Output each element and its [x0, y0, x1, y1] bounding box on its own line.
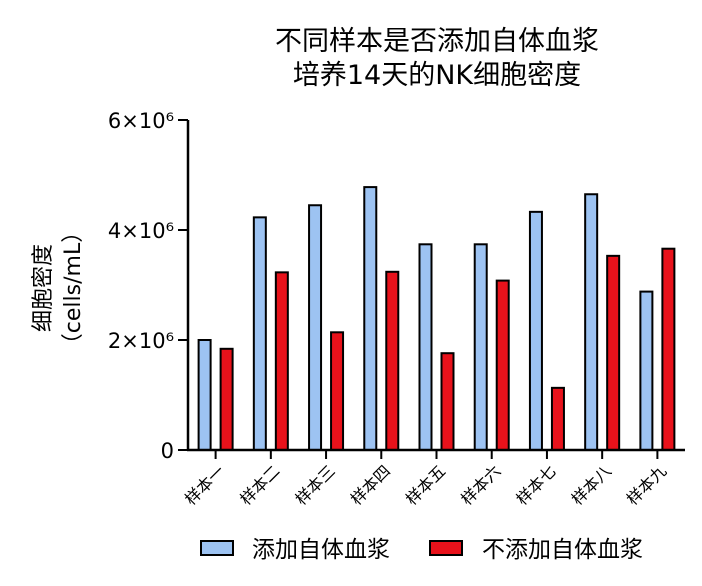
legend-swatch: [200, 540, 234, 556]
bar-with-plasma: [639, 290, 654, 451]
bar-without-plasma: [606, 254, 621, 451]
plot-area: 样本一 样本二 样本三 样本四 样本五 样本六 样本七 样本八 样本九 0 2×10⁶ 4×10⁶ 6×…: [108, 109, 685, 509]
y-tick-label: 2×10⁶: [108, 329, 174, 353]
bar-without-plasma: [440, 352, 455, 452]
bar-with-plasma: [197, 339, 212, 451]
bar-without-plasma: [274, 271, 289, 451]
x-tick-label: 样本五: [402, 461, 449, 508]
bar-with-plasma: [528, 210, 543, 451]
bar-with-plasma: [418, 243, 433, 451]
bar-without-plasma: [550, 386, 565, 452]
bar-without-plasma: [385, 270, 400, 451]
y-tick-label: 4×10⁶: [108, 219, 174, 243]
y-axis-label-line-2: （cells/mL）: [61, 221, 86, 355]
bar-without-plasma: [219, 347, 234, 451]
y-axis-label-line-1: 细胞密度: [31, 244, 56, 332]
legend: 添加自体血浆 不添加自体血浆: [200, 537, 643, 563]
x-tick-label: 样本四: [347, 461, 394, 508]
x-tick-label: 样本六: [457, 461, 504, 508]
x-tick-label: 样本八: [568, 461, 615, 508]
bar-with-plasma: [252, 216, 267, 451]
y-tick-label: 6×10⁶: [108, 109, 174, 133]
bar-with-plasma: [308, 204, 323, 451]
legend-label: 添加自体血浆: [252, 537, 390, 563]
chart-title: 不同样本是否添加自体血浆 培养14天的NK细胞密度: [275, 26, 599, 91]
bar-with-plasma: [473, 243, 488, 451]
chart-title-line-1: 不同样本是否添加自体血浆: [275, 26, 599, 57]
bar-without-plasma: [330, 331, 345, 451]
y-axis-label: 细胞密度 （cells/mL）: [31, 221, 86, 355]
x-tick-label: 样本二: [236, 461, 283, 508]
bar-with-plasma: [584, 193, 599, 451]
legend-swatch: [429, 540, 463, 556]
bar-with-plasma: [363, 186, 378, 451]
y-tick-label: 0: [161, 439, 174, 463]
chart-title-line-2: 培养14天的NK细胞密度: [293, 60, 581, 91]
x-tick-label: 样本七: [512, 461, 559, 508]
x-tick-label: 样本三: [291, 461, 338, 508]
legend-label: 不添加自体血浆: [482, 537, 643, 563]
x-tick-label: 样本九: [623, 461, 670, 508]
x-tick-label: 样本一: [181, 461, 228, 508]
bar-without-plasma: [661, 247, 676, 451]
bar-without-plasma: [495, 279, 510, 451]
